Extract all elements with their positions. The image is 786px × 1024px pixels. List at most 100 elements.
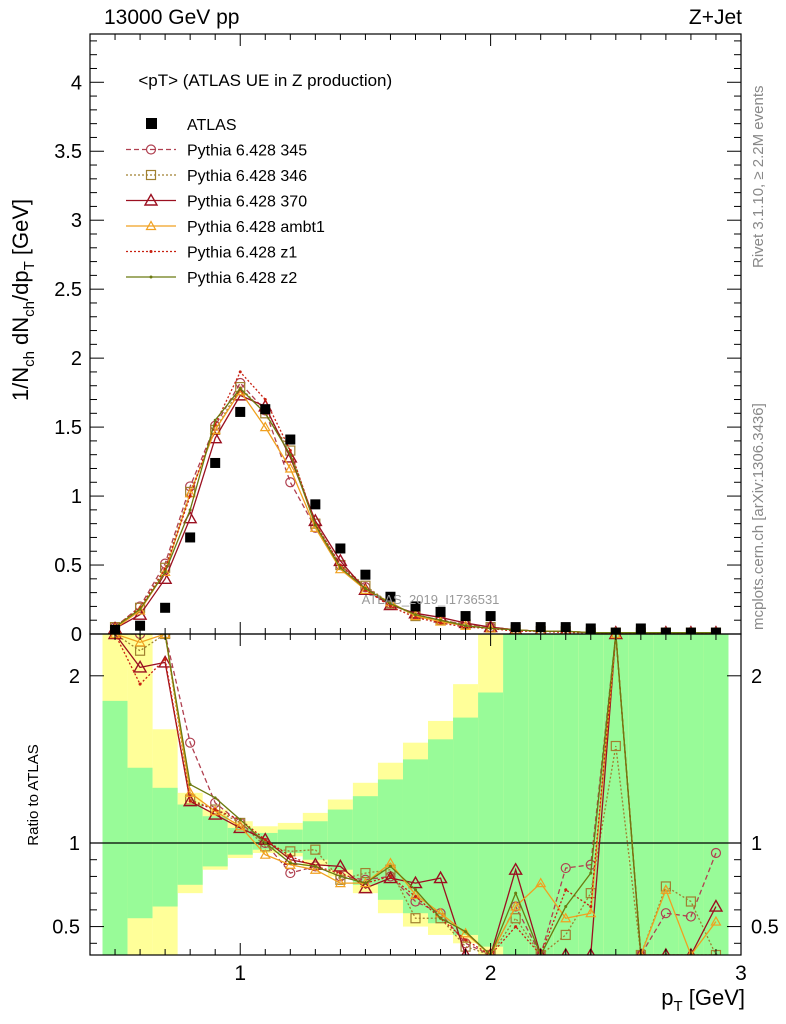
- stat-band-bin: [302, 821, 328, 860]
- ratio-curve-point: [589, 905, 593, 909]
- stat-band-bin: [152, 787, 178, 907]
- legend-marker: [146, 118, 157, 129]
- stat-band-bin: [352, 796, 378, 885]
- ratio-curve-point: [433, 870, 448, 884]
- ratio-y-tick-label-right: 0.5: [751, 917, 779, 939]
- legend-label: Pythia 6.428 z1: [187, 245, 297, 262]
- mc-curve-point: [163, 570, 167, 574]
- legend-marker: [145, 169, 157, 181]
- x-tick-label: 1: [234, 962, 246, 985]
- data-point: [135, 620, 146, 631]
- ratio-curve-point: [207, 807, 223, 820]
- ratio-curve-point: [259, 848, 271, 859]
- ratio-curve-point: [536, 947, 545, 955]
- ratio-curve-point: [510, 913, 521, 924]
- mc-curve-point: [439, 618, 443, 622]
- ratio-curve-point: [263, 841, 267, 845]
- data-point: [510, 622, 521, 633]
- ratio-curve-point: [464, 938, 468, 942]
- ratio-curve-point: [561, 947, 570, 955]
- data-point: [360, 569, 371, 580]
- ratio-y-tick-label: 0.5: [52, 917, 80, 939]
- ratio-curve-point: [461, 947, 470, 955]
- mc-curve-point: [388, 602, 392, 606]
- ratio-curve-point: [414, 894, 417, 898]
- ratio-curve-point: [184, 787, 196, 797]
- ratio-curve-point: [138, 682, 142, 686]
- mc-curve-point: [263, 398, 267, 402]
- ratio-curve-point: [510, 900, 522, 911]
- ratio-curve-point: [610, 740, 621, 752]
- mc-curve-point: [464, 624, 468, 628]
- mc-curve-point: [159, 566, 171, 577]
- data-point: [535, 622, 546, 633]
- ratio-curve-point: [710, 847, 722, 859]
- ratio-curve-point: [439, 916, 443, 920]
- ratio-curve-point: [309, 864, 321, 874]
- mc-curve-point: [259, 421, 271, 432]
- mc-curve-point: [334, 563, 346, 574]
- ratio-curve-point: [564, 905, 568, 909]
- ratio-curve-point: [157, 655, 173, 668]
- data-point: [485, 611, 496, 622]
- mc-curve-point: [288, 449, 292, 453]
- ratio-curve-point: [514, 891, 518, 895]
- stat-band-bin: [678, 634, 704, 955]
- ratio-curve-point: [710, 915, 722, 926]
- data-point: [560, 622, 571, 633]
- ratio-curve-point: [686, 947, 696, 955]
- y-tick-label: 4: [71, 72, 82, 94]
- ratio-curve-point: [409, 889, 422, 899]
- mc-curve-point: [285, 477, 296, 488]
- stat-band-bin: [453, 717, 479, 935]
- y-tick-label: 0: [71, 624, 82, 646]
- legend-label: ATLAS: [187, 117, 237, 134]
- mc-curve-point: [238, 370, 242, 374]
- ratio-curve-line: [115, 634, 717, 955]
- ratio-curve-point: [685, 911, 697, 922]
- stat-band-bin: [653, 634, 679, 955]
- mc-curve-point: [283, 450, 298, 463]
- ratio-curve-point: [288, 861, 292, 865]
- x-tick-label: 2: [485, 962, 497, 985]
- ratio-curve-point: [263, 838, 267, 842]
- data-point: [410, 601, 421, 612]
- ratio-curve-point: [134, 636, 146, 647]
- mc-curve-point: [313, 523, 317, 527]
- mc-curve-point: [439, 621, 443, 625]
- ratio-curve-point: [388, 874, 392, 878]
- stat-band-bin: [102, 700, 128, 955]
- ratio-curve-point: [685, 896, 697, 907]
- legend-entry: Pythia 6.428 z2: [126, 270, 297, 287]
- mc-curve-point: [288, 453, 292, 457]
- mc-curve-point: [188, 508, 192, 512]
- ratio-curve-point: [560, 929, 571, 941]
- data-point: [235, 406, 246, 417]
- ratio-curve-point: [188, 799, 192, 803]
- ratio-curve-point: [313, 864, 317, 868]
- ratio-curve-point: [564, 888, 568, 892]
- y-tick-label: 2.5: [54, 279, 82, 301]
- rivet-version-label: Rivet 3.1.10, ≥ 2.2M events: [750, 85, 767, 269]
- x-axis-title: pT [GeV]: [661, 985, 745, 1015]
- data-point: [310, 499, 321, 510]
- analysis-watermark: ATLAS_2019_I1736531: [362, 592, 500, 607]
- data-point: [260, 404, 271, 415]
- mc-curve-point: [188, 494, 192, 498]
- mc-curve-point: [157, 571, 173, 585]
- legend-entry: Pythia 6.428 370: [126, 193, 307, 211]
- ratio-y-tick-label-right: 2: [751, 666, 762, 688]
- y-tick-label: 0.5: [54, 555, 82, 577]
- ratio-curve-point: [163, 657, 167, 661]
- legend-label: Pythia 6.428 ambt1: [187, 219, 325, 236]
- data-point: [185, 532, 196, 543]
- ratio-curve-line: [114, 634, 717, 955]
- data-point: [385, 591, 396, 602]
- beam-label: 13000 GeV pp: [104, 6, 240, 29]
- mc-curve-point: [284, 462, 296, 473]
- mc-curve-point: [363, 586, 367, 590]
- mc-curve-point: [338, 566, 342, 570]
- stat-band-bin: [428, 739, 454, 924]
- legend-entry: ATLAS: [146, 117, 237, 134]
